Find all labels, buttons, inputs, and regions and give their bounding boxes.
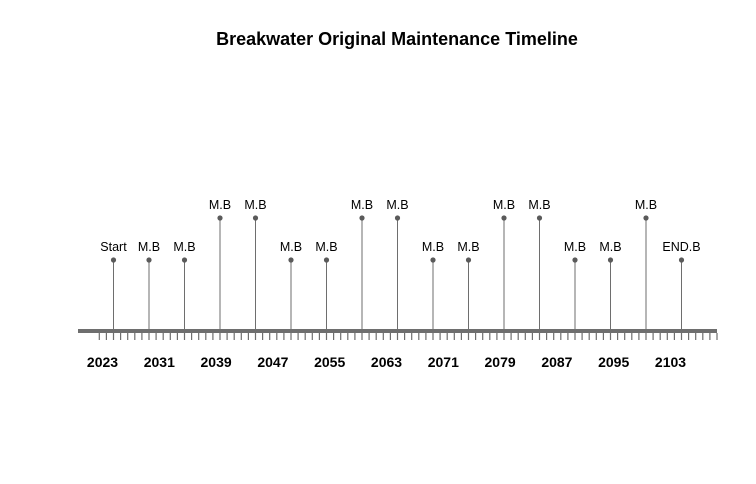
event-point [643,215,649,221]
event-stems [110,215,685,331]
event-label: M.B [457,240,479,254]
event-label: M.B [138,240,160,254]
event-point [465,257,472,263]
event-point [252,215,259,221]
year-tick-label: 2055 [314,354,345,370]
event-point [678,257,685,263]
event-label: M.B [351,198,373,212]
event-point [323,257,330,263]
year-tick-label: 2031 [144,354,175,370]
event-labels: Start M.B M.B M.B M.B M.B M.B M.B M.B M.B M.B M.B M.… [100,198,700,254]
event-point [607,257,614,263]
event-label: M.B [209,198,231,212]
event-label: M.B [528,198,550,212]
event-label: END.B [662,240,700,254]
event-label: M.B [493,198,515,212]
event-point [288,257,294,263]
year-tick-label: 2047 [257,354,288,370]
year-tick-label: 2103 [655,354,686,370]
event-point [359,215,365,221]
event-label: M.B [386,198,408,212]
event-point [146,257,152,263]
chart-title: Breakwater Original Maintenance Timeline [216,29,578,49]
event-label: Start [100,240,127,254]
year-labels: 2023 2031 2039 2047 2055 2063 2071 2079 2087 2095… [87,354,686,370]
event-label: M.B [422,240,444,254]
event-point [110,257,117,263]
event-label: M.B [635,198,657,212]
event-point [572,257,578,263]
year-tick-label: 2095 [598,354,629,370]
year-tick-label: 2079 [485,354,516,370]
year-tick-label: 2071 [428,354,459,370]
event-point [394,215,401,221]
event-label: M.B [315,240,337,254]
event-point [430,257,436,263]
year-tick-label: 2039 [201,354,232,370]
event-point [501,215,507,221]
event-point [181,257,188,263]
event-label: M.B [599,240,621,254]
year-tick-label: 2087 [541,354,572,370]
event-label: M.B [280,240,302,254]
event-label: M.B [173,240,195,254]
minor-ticks [98,333,718,340]
event-label: M.B [244,198,266,212]
event-point [536,215,543,221]
year-tick-label: 2023 [87,354,118,370]
year-tick-label: 2063 [371,354,402,370]
event-point [217,215,223,221]
event-label: M.B [564,240,586,254]
